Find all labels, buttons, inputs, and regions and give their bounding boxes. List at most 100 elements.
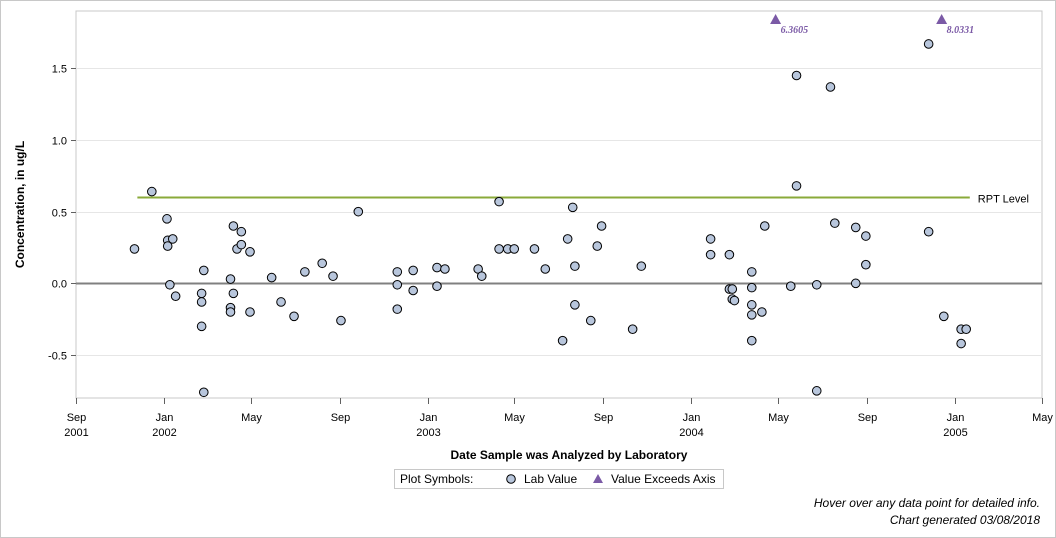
lab-value-point: [167, 234, 178, 244]
lab-value-point: [759, 221, 770, 231]
lab-value-point: [724, 249, 735, 260]
lab-value-point: [198, 387, 209, 398]
x-tick-label: Sep: [67, 412, 87, 424]
lab-value-point: [705, 234, 716, 244]
lab-value-point: [570, 300, 580, 310]
lab-value-point: [236, 226, 247, 237]
lab-value-point: [476, 271, 487, 281]
y-axis-title: Concentration, in ug/L: [13, 141, 27, 268]
lab-value-point: [746, 300, 757, 310]
lab-value-point: [829, 218, 840, 228]
y-tick-label: 1.5: [52, 64, 67, 76]
x-tick-label: Sep: [858, 412, 878, 424]
lab-value-point: [592, 241, 603, 251]
lab-value-point: [162, 241, 173, 251]
y-tick-label: 0.5: [52, 208, 67, 220]
lab-value-point: [727, 284, 738, 294]
lab-value-point: [850, 278, 861, 289]
lab-value-point: [196, 321, 207, 332]
lab-value-point: [432, 262, 442, 273]
lab-value-point: [225, 307, 236, 317]
lab-value-point: [585, 315, 596, 326]
hover-note: Hover over any data point for detailed i…: [813, 496, 1040, 510]
lab-value-point: [791, 70, 802, 81]
lab-value-point: [570, 261, 580, 271]
lab-value-point: [198, 265, 209, 276]
lab-value-point: [408, 265, 418, 276]
x-tick-year-label: 2002: [152, 427, 176, 439]
exceeds-axis-marker: [770, 14, 782, 24]
lab-value-point: [861, 259, 871, 270]
lab-value-point: [956, 338, 966, 349]
lab-value-point: [317, 258, 327, 269]
x-tick-label: Jan: [420, 412, 438, 424]
lab-value-point: [408, 285, 418, 296]
lab-value-point: [961, 324, 971, 335]
x-tick-year-label: 2001: [64, 427, 88, 439]
legend-label-lab-value: Lab Value: [524, 472, 578, 486]
lab-value-point: [746, 267, 757, 277]
lab-value-point: [196, 288, 207, 299]
lab-value-point: [746, 282, 757, 293]
x-tick-label: Jan: [156, 412, 174, 424]
lab-value-point: [494, 244, 504, 254]
lab-value-point: [557, 335, 568, 346]
x-tick-year-label: 2005: [943, 427, 967, 439]
legend-heading: Plot Symbols:: [400, 472, 474, 486]
lab-value-point: [236, 239, 247, 250]
lab-value-point: [289, 311, 299, 322]
lab-value-point: [785, 281, 796, 292]
lab-value-point: [162, 214, 172, 224]
lab-value-point: [923, 226, 934, 237]
y-tick-label: 0.0: [52, 279, 67, 291]
x-tick-label: Sep: [331, 412, 351, 424]
lab-value-point: [746, 310, 757, 320]
y-tick-label: -0.5: [48, 351, 67, 363]
lab-value-point: [811, 279, 822, 290]
lab-value-point: [147, 186, 157, 197]
lab-value-point: [729, 295, 740, 306]
lab-value-point: [225, 274, 236, 284]
legend-circle-icon: [506, 474, 516, 484]
rpt-level-label: RPT Level: [978, 194, 1029, 206]
lab-value-point: [165, 279, 175, 290]
legend-label-exceeds-axis: Value Exceeds Axis: [611, 472, 716, 486]
x-tick-label: Jan: [947, 412, 965, 424]
lab-value-point: [705, 249, 716, 260]
lab-value-point: [529, 244, 540, 254]
lab-value-point: [392, 279, 403, 290]
x-tick-year-label: 2003: [416, 427, 440, 439]
lab-value-point: [939, 311, 949, 322]
lab-value-point: [596, 221, 607, 231]
lab-value-point: [861, 231, 871, 241]
lab-value-point: [636, 261, 647, 271]
lab-value-point: [825, 82, 836, 92]
lab-value-point: [791, 181, 802, 191]
lab-value-point: [245, 247, 255, 257]
x-tick-label: May: [241, 412, 262, 424]
exceeds-axis-label: 6.3605: [781, 25, 809, 36]
lab-value-point: [627, 324, 638, 335]
lab-value-point: [923, 39, 934, 49]
lab-value-point: [509, 244, 520, 254]
lab-value-point: [245, 307, 255, 317]
lab-value-point: [392, 304, 403, 314]
lab-value-point: [746, 335, 757, 346]
x-tick-label: Sep: [594, 412, 614, 424]
x-tick-label: Jan: [683, 412, 701, 424]
legend: Plot Symbols: Lab Value Value Exceeds Ax…: [394, 469, 724, 489]
x-tick-label: May: [768, 412, 789, 424]
lab-value-point: [228, 221, 239, 231]
legend-triangle-icon: [593, 474, 603, 483]
lab-value-point: [562, 234, 573, 244]
lab-value-point: [228, 288, 239, 299]
plot-area: [75, 10, 1043, 399]
y-tick-label: 1.0: [52, 136, 67, 148]
lab-value-point: [170, 291, 181, 302]
lab-value-point: [567, 202, 578, 213]
lab-value-point: [811, 386, 822, 396]
lab-value-point: [300, 267, 310, 277]
lab-value-point: [494, 196, 504, 207]
lab-value-point: [266, 272, 277, 283]
